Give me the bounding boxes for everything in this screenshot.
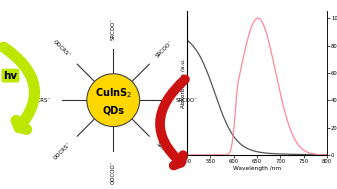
Text: OOCOO⁻: OOCOO⁻ [111,161,116,184]
Text: CuInS$_2$: CuInS$_2$ [95,87,132,101]
Text: OOCRS⁻: OOCRS⁻ [29,98,51,103]
Text: SRCOO⁻: SRCOO⁻ [111,18,116,40]
Text: SRCOO⁻: SRCOO⁻ [155,40,174,59]
Text: QDs: QDs [102,106,124,115]
Text: hv: hv [3,71,18,81]
Ellipse shape [87,74,140,127]
Text: OOCRS⁻: OOCRS⁻ [53,40,72,59]
Text: OOCRS⁻: OOCRS⁻ [53,142,72,161]
X-axis label: Wavelength /nm: Wavelength /nm [233,166,281,170]
Text: SRCOO⁻: SRCOO⁻ [155,142,174,161]
Text: SRCOO⁻: SRCOO⁻ [176,98,197,103]
Y-axis label: Absorbance /a.u.: Absorbance /a.u. [181,58,186,108]
